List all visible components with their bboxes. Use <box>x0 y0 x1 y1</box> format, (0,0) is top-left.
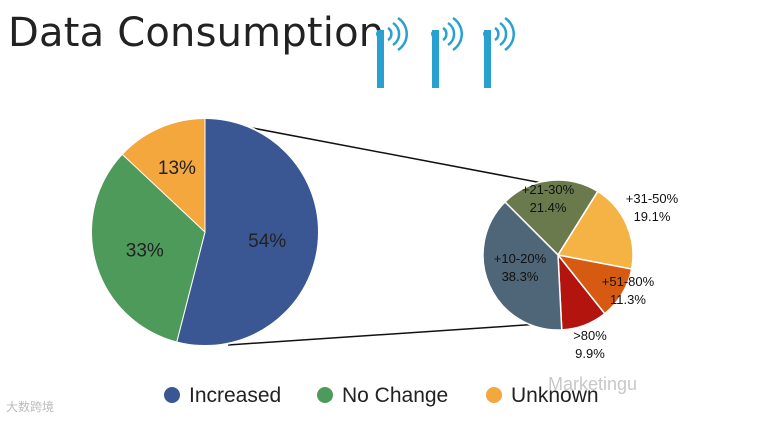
wifi-signal-icon <box>376 16 408 88</box>
wifi-signal-icon <box>431 16 463 88</box>
data-label-value-21-30: 21.4% <box>530 200 567 215</box>
legend-label-no-change: No Change <box>342 384 448 407</box>
legend-marker-no-change <box>317 387 333 403</box>
data-label-unknown: 13% <box>158 158 196 179</box>
legend-marker-unknown <box>486 387 502 403</box>
pie-slice-21-30 <box>503 179 599 257</box>
main-pie: 54% 33% 13% <box>90 117 320 347</box>
data-label-range-10-20: +10-20% <box>494 251 547 266</box>
legend-marker-increased <box>164 387 180 403</box>
pie-slice-10-20 <box>482 200 563 331</box>
data-label-range-21-30: +21-30% <box>522 182 575 197</box>
breakdown-pie: +21-30% 21.4% +31-50% 19.1% +51-80% 11.3% >80%… <box>482 179 679 361</box>
data-label-value-80: 9.9% <box>575 346 605 361</box>
data-label-value-51-80: 11.3% <box>610 292 646 307</box>
pie-slice-31-50 <box>556 190 634 270</box>
data-label-range-51-80: +51-80% <box>602 274 655 289</box>
data-label-value-10-20: 38.3% <box>502 269 539 284</box>
data-label-increased: 54% <box>248 231 286 252</box>
data-label-range-31-50: +31-50% <box>626 191 679 206</box>
legend-label-unknown: Unknown <box>511 384 599 407</box>
watermark-left: 大数跨境 <box>6 400 55 414</box>
legend: Increased No Change Unknown <box>164 384 599 407</box>
wifi-signal-icon <box>483 16 515 88</box>
data-label-no-change: 33% <box>126 241 164 262</box>
data-label-value-31-50: 19.1% <box>634 209 671 224</box>
data-label-range-80: >80% <box>573 328 607 343</box>
legend-label-increased: Increased <box>189 384 281 407</box>
connector-line-top <box>204 118 559 187</box>
connector-line-bottom <box>227 322 556 346</box>
page-title: Data Consumption <box>8 10 385 56</box>
watermark-right: Marketingu <box>548 374 638 394</box>
